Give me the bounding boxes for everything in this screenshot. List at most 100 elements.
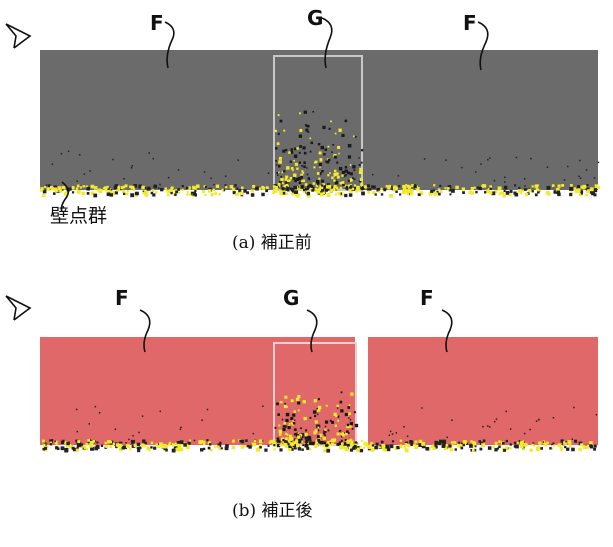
point bbox=[345, 166, 347, 168]
point bbox=[301, 180, 303, 182]
point bbox=[389, 434, 391, 436]
point bbox=[329, 440, 331, 442]
point bbox=[137, 449, 140, 452]
point bbox=[381, 441, 384, 444]
point bbox=[329, 172, 331, 174]
point bbox=[178, 169, 180, 171]
point bbox=[180, 427, 182, 429]
point bbox=[489, 426, 491, 428]
point bbox=[83, 185, 85, 187]
point bbox=[502, 442, 505, 445]
point bbox=[520, 440, 524, 444]
point bbox=[503, 449, 506, 452]
point bbox=[221, 447, 223, 449]
point bbox=[557, 185, 560, 188]
point bbox=[586, 190, 589, 193]
point bbox=[294, 429, 296, 431]
point bbox=[530, 449, 533, 452]
point bbox=[280, 120, 283, 123]
point bbox=[284, 403, 286, 405]
point bbox=[473, 442, 477, 446]
point bbox=[327, 444, 329, 446]
point bbox=[303, 189, 305, 191]
point bbox=[323, 432, 325, 434]
point bbox=[213, 189, 215, 191]
point bbox=[372, 444, 374, 446]
point bbox=[275, 427, 277, 429]
point bbox=[94, 186, 98, 190]
point bbox=[278, 172, 280, 174]
point bbox=[96, 441, 98, 443]
point bbox=[303, 161, 306, 164]
viewpoint-icon bbox=[6, 296, 30, 320]
point bbox=[262, 405, 264, 407]
point bbox=[59, 189, 62, 192]
point bbox=[309, 442, 312, 445]
point bbox=[410, 443, 413, 446]
point bbox=[294, 180, 297, 183]
point bbox=[128, 439, 130, 441]
point bbox=[557, 191, 561, 195]
point bbox=[289, 423, 291, 425]
point bbox=[297, 401, 300, 404]
point bbox=[498, 186, 502, 190]
point bbox=[360, 446, 362, 448]
point bbox=[399, 193, 401, 195]
point bbox=[287, 179, 290, 182]
point bbox=[283, 170, 285, 172]
point bbox=[333, 438, 336, 441]
point bbox=[178, 192, 180, 194]
point bbox=[347, 444, 349, 446]
point bbox=[323, 153, 325, 155]
point bbox=[354, 184, 356, 186]
point bbox=[264, 449, 267, 452]
point bbox=[309, 188, 311, 190]
panel-b: F G F (b) 補正後 bbox=[6, 286, 598, 521]
point bbox=[326, 449, 330, 453]
point bbox=[333, 175, 335, 177]
point bbox=[317, 191, 320, 194]
point bbox=[137, 447, 139, 449]
point bbox=[477, 187, 479, 189]
point bbox=[50, 186, 53, 189]
point bbox=[245, 439, 248, 442]
point bbox=[332, 144, 334, 146]
point bbox=[99, 412, 101, 414]
point bbox=[331, 177, 334, 180]
point bbox=[506, 440, 508, 442]
point bbox=[301, 170, 303, 172]
point bbox=[568, 440, 572, 444]
point bbox=[204, 194, 206, 196]
point bbox=[434, 444, 437, 447]
point bbox=[288, 440, 290, 442]
point bbox=[565, 441, 567, 443]
point bbox=[579, 160, 581, 162]
point bbox=[282, 428, 285, 431]
point bbox=[294, 420, 296, 422]
point bbox=[341, 175, 343, 177]
point bbox=[404, 446, 407, 449]
point bbox=[148, 152, 150, 154]
point bbox=[305, 183, 308, 186]
point bbox=[172, 449, 176, 453]
point bbox=[209, 443, 211, 445]
point bbox=[414, 185, 417, 188]
point bbox=[405, 443, 408, 446]
point bbox=[300, 186, 303, 189]
point bbox=[321, 180, 324, 183]
point bbox=[123, 178, 125, 180]
point bbox=[55, 443, 57, 445]
point bbox=[451, 441, 453, 443]
point bbox=[578, 176, 580, 178]
point bbox=[589, 444, 592, 447]
point bbox=[87, 439, 90, 442]
point bbox=[528, 189, 531, 192]
point bbox=[525, 193, 528, 196]
point bbox=[112, 159, 114, 161]
point bbox=[350, 172, 353, 175]
point bbox=[463, 440, 467, 444]
point bbox=[327, 174, 329, 176]
point bbox=[302, 146, 305, 149]
point bbox=[509, 194, 512, 197]
point bbox=[462, 191, 465, 194]
